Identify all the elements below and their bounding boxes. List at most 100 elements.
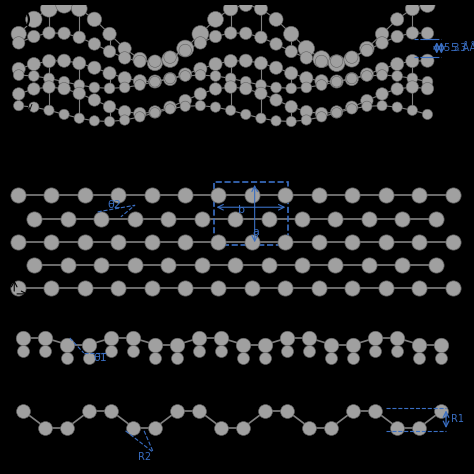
Point — [151, 57, 159, 65]
Point — [45, 107, 53, 114]
Point — [60, 78, 68, 85]
Point — [114, 238, 122, 246]
Point — [152, 341, 159, 348]
Point — [164, 261, 172, 269]
Point — [212, 72, 219, 80]
Point — [45, 29, 53, 37]
Point — [212, 103, 219, 111]
Text: x: x — [35, 120, 40, 131]
Text: x: x — [35, 452, 40, 463]
Point — [173, 407, 181, 415]
Point — [393, 85, 401, 93]
Point — [14, 191, 21, 199]
Point — [409, 107, 416, 114]
Text: y: y — [26, 102, 32, 112]
Point — [432, 215, 439, 222]
Point — [215, 238, 222, 246]
Point — [432, 261, 439, 269]
Point — [14, 238, 21, 246]
Point — [45, 5, 53, 12]
Point — [393, 16, 401, 23]
Point — [239, 354, 247, 362]
Point — [262, 354, 269, 362]
Point — [424, 57, 431, 64]
Point — [365, 215, 373, 222]
Point — [108, 334, 115, 342]
Point — [148, 284, 155, 292]
Point — [121, 84, 128, 91]
Point — [282, 284, 289, 292]
Point — [372, 407, 379, 415]
Point — [45, 83, 53, 91]
Point — [227, 57, 235, 65]
Point — [106, 118, 113, 125]
Point — [257, 59, 264, 67]
Point — [306, 334, 313, 342]
Point — [393, 103, 401, 111]
Point — [318, 81, 325, 89]
Point — [218, 347, 225, 355]
Point — [148, 191, 155, 199]
Point — [75, 5, 83, 12]
Point — [328, 424, 335, 431]
Point — [382, 284, 390, 292]
Point — [166, 54, 174, 61]
Point — [409, 83, 416, 91]
Point — [287, 103, 295, 110]
Point — [283, 347, 291, 355]
Point — [197, 90, 204, 98]
Point — [85, 354, 93, 362]
Point — [182, 102, 189, 110]
Point — [152, 424, 159, 431]
Point — [227, 5, 235, 12]
Point — [81, 284, 89, 292]
Point — [75, 34, 83, 41]
Point — [318, 110, 325, 118]
Point — [91, 117, 98, 125]
Point — [302, 74, 310, 82]
Point — [231, 261, 239, 269]
Point — [198, 215, 206, 222]
Point — [173, 354, 181, 362]
Point — [393, 72, 401, 80]
Point — [182, 97, 189, 104]
Point — [75, 90, 83, 97]
Point — [19, 407, 27, 415]
Point — [129, 424, 137, 431]
Point — [106, 48, 113, 55]
Point — [60, 57, 68, 64]
Point — [81, 191, 89, 199]
Point — [272, 96, 280, 104]
Point — [302, 45, 310, 52]
Point — [333, 78, 340, 85]
Point — [333, 57, 340, 65]
Point — [173, 341, 181, 348]
Point — [298, 261, 306, 269]
Point — [306, 424, 313, 431]
Point — [363, 46, 371, 54]
Text: θ2: θ2 — [107, 200, 121, 210]
Point — [42, 347, 49, 355]
Point — [365, 261, 373, 269]
Point — [382, 238, 390, 246]
Point — [64, 354, 71, 362]
Point — [272, 84, 280, 91]
Point — [81, 238, 89, 246]
Point — [106, 103, 113, 110]
Point — [272, 40, 280, 48]
Point — [318, 58, 325, 65]
Point — [136, 55, 144, 63]
Point — [181, 238, 189, 246]
Point — [30, 72, 37, 80]
Point — [348, 54, 356, 61]
Point — [151, 108, 159, 116]
Point — [438, 354, 445, 362]
Point — [42, 334, 49, 342]
Text: 5.3 Å: 5.3 Å — [444, 43, 469, 53]
Point — [257, 5, 264, 12]
Point — [152, 354, 159, 362]
Point — [416, 341, 423, 348]
Point — [114, 284, 122, 292]
Point — [302, 54, 310, 62]
Point — [424, 110, 431, 118]
